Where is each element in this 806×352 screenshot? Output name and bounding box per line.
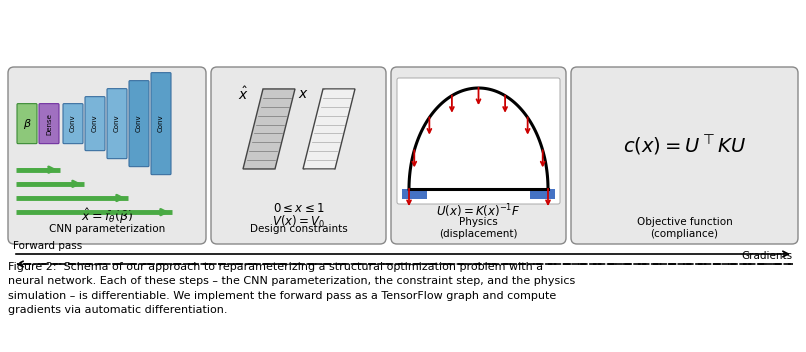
Text: $\hat{x} = f_\theta(\beta)$: $\hat{x} = f_\theta(\beta)$ [81,207,133,226]
Text: $\hat{x}$: $\hat{x}$ [238,85,248,102]
Text: Conv: Conv [114,115,120,132]
FancyBboxPatch shape [39,103,59,144]
Bar [530,189,555,199]
Text: CNN parameterization: CNN parameterization [49,224,165,234]
Text: Conv: Conv [70,115,76,132]
Text: $c(x) = U^{\top}KU$: $c(x) = U^{\top}KU$ [623,134,746,157]
Text: $V(x) = V_0$: $V(x) = V_0$ [272,214,325,230]
Text: Conv: Conv [158,115,164,132]
Polygon shape [303,89,355,169]
FancyBboxPatch shape [107,89,127,159]
Text: Forward pass: Forward pass [13,241,82,251]
Text: $0 \leq x \leq 1$: $0 \leq x \leq 1$ [272,202,324,215]
FancyBboxPatch shape [8,67,206,244]
FancyBboxPatch shape [17,103,37,144]
FancyBboxPatch shape [397,78,560,204]
Text: Design constraints: Design constraints [250,224,347,234]
Bar [402,189,427,199]
FancyBboxPatch shape [63,103,83,144]
FancyBboxPatch shape [85,97,105,151]
Text: Physics
(displacement): Physics (displacement) [439,217,517,239]
Text: Dense: Dense [46,113,52,134]
FancyBboxPatch shape [571,67,798,244]
FancyBboxPatch shape [129,81,149,166]
Text: Conv: Conv [136,115,142,132]
Polygon shape [243,89,295,169]
FancyBboxPatch shape [211,67,386,244]
Text: Objective function
(compliance): Objective function (compliance) [637,217,733,239]
Text: $U(x) = K(x)^{-1}F$: $U(x) = K(x)^{-1}F$ [436,202,521,220]
Text: $x$: $x$ [297,87,309,101]
FancyBboxPatch shape [151,73,171,175]
Text: $\beta$: $\beta$ [23,117,31,131]
Text: Figure 2:  Schema of our approach to reparameterizing a structural optimization : Figure 2: Schema of our approach to repa… [8,262,575,315]
Text: Conv: Conv [92,115,98,132]
FancyBboxPatch shape [391,67,566,244]
Text: Gradients: Gradients [742,251,793,261]
